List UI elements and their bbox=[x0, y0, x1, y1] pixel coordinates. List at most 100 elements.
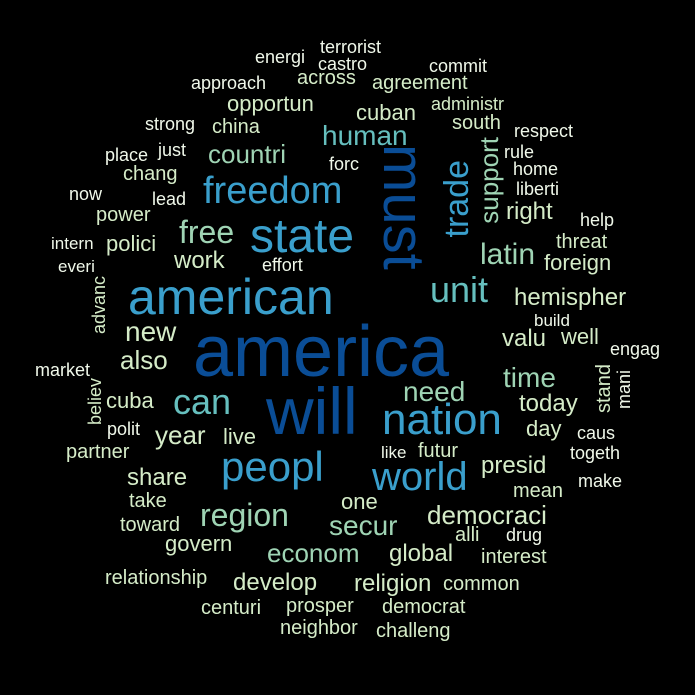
word-new: new bbox=[125, 316, 177, 347]
word-share: share bbox=[127, 464, 188, 491]
word-time: time bbox=[503, 362, 556, 393]
word-togeth: togeth bbox=[570, 443, 621, 463]
word-castro: castro bbox=[318, 54, 368, 74]
word-alli: alli bbox=[455, 524, 480, 546]
word-respect: respect bbox=[514, 121, 574, 141]
word-freedom: freedom bbox=[203, 170, 343, 212]
word-mean: mean bbox=[513, 480, 564, 502]
word-polici: polici bbox=[106, 231, 157, 256]
word-can: can bbox=[173, 381, 232, 422]
word-lead: lead bbox=[152, 189, 187, 209]
word-now: now bbox=[69, 184, 103, 204]
word-china: china bbox=[212, 116, 260, 138]
word-religion: religion bbox=[354, 570, 432, 597]
word-unit: unit bbox=[430, 269, 489, 310]
word-also: also bbox=[120, 345, 168, 375]
word-countri: countri bbox=[208, 139, 287, 169]
word-support: support bbox=[474, 137, 504, 224]
word-market: market bbox=[35, 360, 91, 380]
word-cuban: cuban bbox=[356, 100, 416, 125]
word-energi: energi bbox=[255, 47, 306, 67]
word-centuri: centuri bbox=[201, 597, 262, 619]
word-effort: effort bbox=[262, 255, 303, 275]
word-partner: partner bbox=[66, 441, 130, 463]
word-terrorist: terrorist bbox=[320, 37, 382, 57]
word-stand: stand bbox=[593, 364, 615, 413]
word-neighbor: neighbor bbox=[280, 617, 358, 639]
word-opportun: opportun bbox=[227, 91, 314, 116]
word-chang: chang bbox=[123, 163, 178, 185]
word-well: well bbox=[561, 324, 599, 349]
word-engag: engag bbox=[610, 339, 661, 359]
word-prosper: prosper bbox=[286, 595, 354, 617]
word-one: one bbox=[341, 489, 378, 514]
word-region: region bbox=[200, 497, 289, 533]
word-govern: govern bbox=[165, 531, 233, 556]
word-commit: commit bbox=[429, 56, 487, 76]
word-cuba: cuba bbox=[106, 388, 154, 413]
word-human: human bbox=[322, 120, 408, 151]
word-trade: trade bbox=[438, 160, 476, 238]
word-live: live bbox=[223, 424, 257, 449]
word-take: take bbox=[129, 490, 167, 512]
word-everi: everi bbox=[58, 257, 95, 276]
word-help: help bbox=[580, 210, 615, 230]
word-world: world bbox=[372, 455, 468, 499]
word-econom: econom bbox=[267, 538, 360, 568]
word-will: will bbox=[266, 374, 358, 448]
word-mani: mani bbox=[614, 370, 634, 410]
word-presid: presid bbox=[481, 452, 547, 479]
word-forc: forc bbox=[329, 154, 360, 174]
word-hemispher: hemispher bbox=[514, 284, 627, 311]
word-threat: threat bbox=[556, 231, 608, 253]
word-peopl: peopl bbox=[221, 443, 324, 490]
word-america: america bbox=[193, 312, 450, 392]
word-work: work bbox=[174, 247, 225, 274]
word-democrat: democrat bbox=[382, 596, 466, 618]
word-approach: approach bbox=[191, 73, 267, 93]
word-year: year bbox=[155, 420, 206, 450]
word-caus: caus bbox=[577, 423, 616, 443]
word-state: state bbox=[250, 210, 355, 263]
word-relationship: relationship bbox=[105, 567, 208, 589]
word-foreign: foreign bbox=[544, 250, 612, 275]
word-nation: nation bbox=[382, 395, 502, 444]
word-believ: believ bbox=[85, 378, 105, 426]
word-futur: futur bbox=[418, 440, 459, 462]
word-need: need bbox=[403, 376, 466, 407]
word-agreement: agreement bbox=[372, 72, 468, 94]
word-south: south bbox=[452, 112, 501, 134]
word-intern: intern bbox=[51, 234, 94, 253]
word-day: day bbox=[526, 416, 562, 441]
word-drug: drug bbox=[506, 525, 543, 545]
word-develop: develop bbox=[233, 569, 318, 596]
word-make: make bbox=[578, 471, 623, 491]
word-must: must bbox=[371, 144, 436, 270]
word-place: place bbox=[105, 145, 149, 165]
word-free: free bbox=[179, 214, 235, 250]
word-liberti: liberti bbox=[516, 179, 560, 199]
word-valu: valu bbox=[502, 325, 547, 352]
word-latin: latin bbox=[480, 238, 536, 271]
word-administr: administr bbox=[431, 94, 505, 114]
word-secur: secur bbox=[329, 510, 398, 541]
word-right: right bbox=[506, 198, 553, 225]
word-like: like bbox=[381, 443, 407, 462]
word-today: today bbox=[519, 390, 578, 417]
word-rule: rule bbox=[504, 142, 535, 162]
word-challeng: challeng bbox=[376, 620, 451, 642]
word-toward: toward bbox=[120, 514, 181, 536]
word-build: build bbox=[534, 311, 570, 330]
word-interest: interest bbox=[481, 546, 547, 568]
word-across: across bbox=[297, 67, 356, 89]
word-american: american bbox=[128, 269, 334, 325]
word-home: home bbox=[513, 159, 559, 179]
word-democraci: democraci bbox=[427, 500, 547, 530]
word-just: just bbox=[158, 140, 187, 160]
word-global: global bbox=[389, 540, 454, 567]
word-advanc: advanc bbox=[89, 276, 109, 335]
word-strong: strong bbox=[145, 114, 196, 134]
word-common: common bbox=[443, 573, 520, 595]
word-polit: polit bbox=[107, 419, 141, 439]
